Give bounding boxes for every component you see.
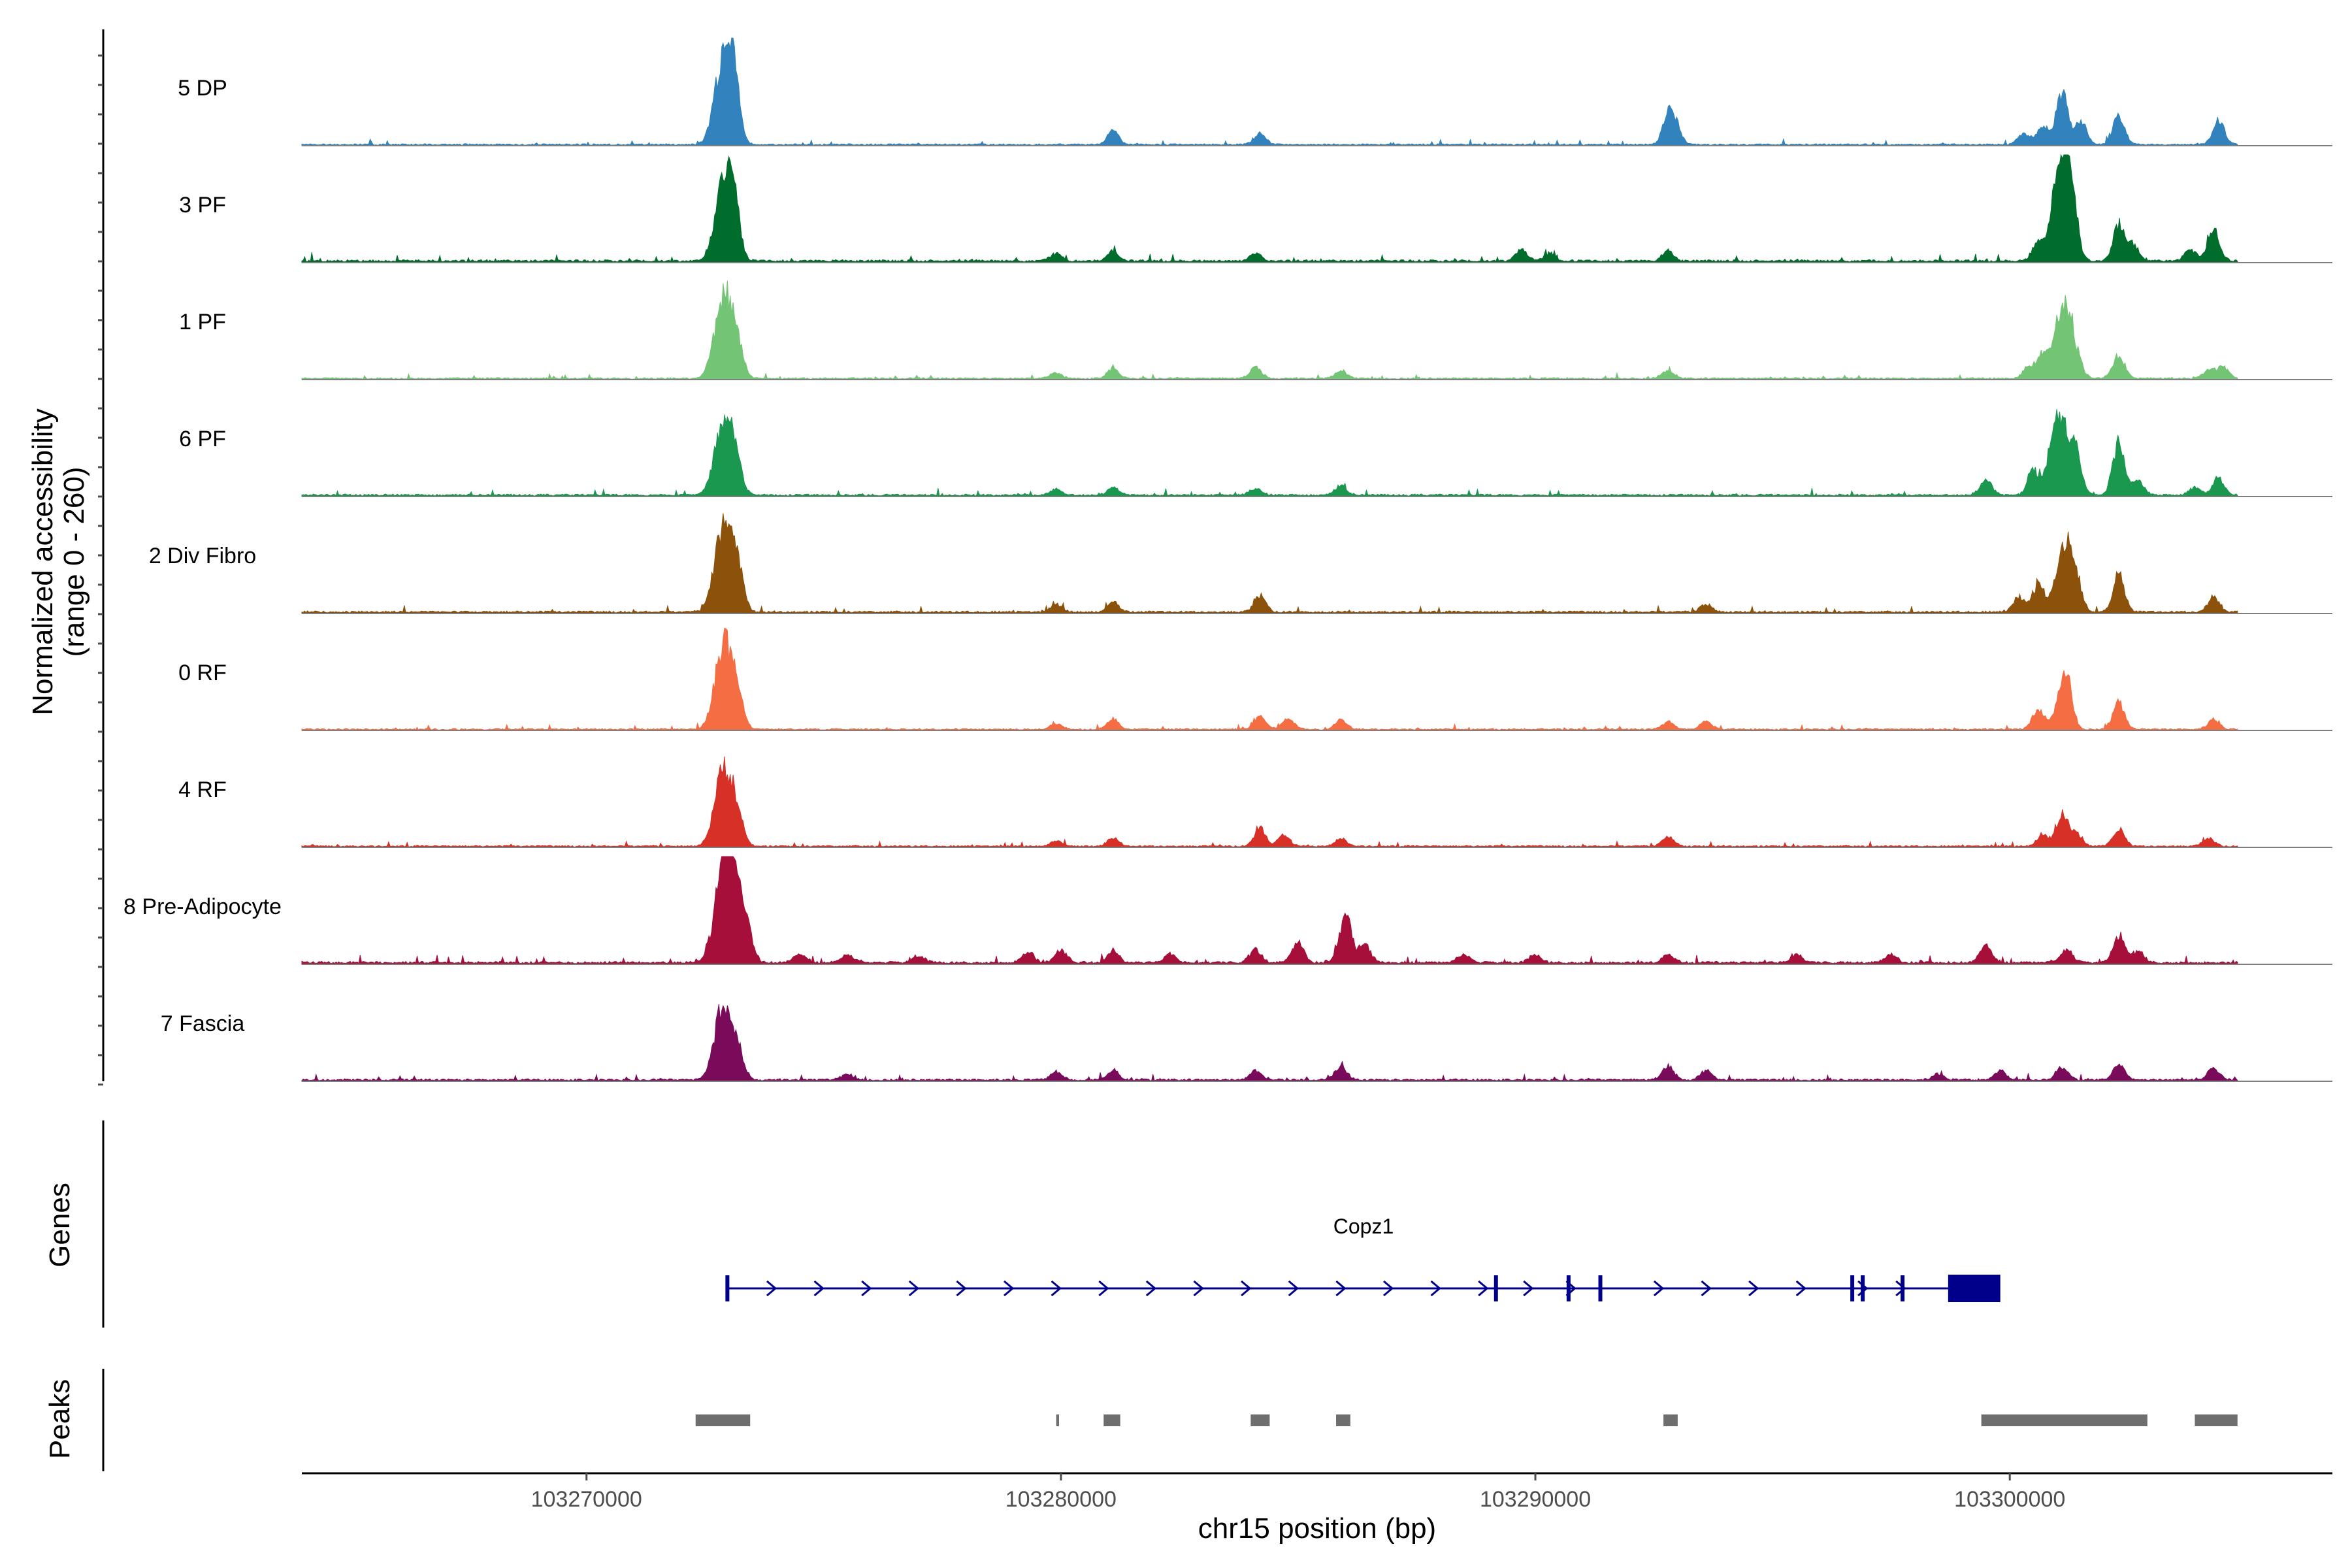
- gene-exon: [1494, 1275, 1498, 1301]
- genes-track-title: Genes: [44, 1183, 76, 1267]
- gene-exon: [1901, 1275, 1905, 1301]
- gene-exon: [725, 1275, 730, 1301]
- peak-region: [1056, 1414, 1059, 1426]
- y-axis-title-line2: (range 0 - 260): [58, 466, 90, 657]
- x-tick-label: 103290000: [1480, 1487, 1591, 1512]
- coverage-y-ticks: [98, 54, 103, 1086]
- track-0-rf: 0 RF: [178, 627, 2332, 731]
- track-4-rf: 4 RF: [178, 756, 2332, 848]
- gene-strand-arrow: [908, 1280, 920, 1297]
- gene-strand-arrow: [766, 1280, 777, 1297]
- track-label: 0 RF: [178, 661, 227, 685]
- gene-strand-arrow: [861, 1280, 872, 1297]
- coverage-area: [301, 627, 2238, 731]
- gene-strand-arrow: [1004, 1280, 1015, 1297]
- track-label: 5 DP: [178, 76, 227, 101]
- track-label: 1 PF: [179, 310, 226, 335]
- x-tick-label: 103300000: [1954, 1487, 2065, 1512]
- track-5-dp: 5 DP: [178, 37, 2332, 146]
- gene-strand-arrow: [1478, 1280, 1489, 1297]
- gene-strand-arrow: [1523, 1280, 1534, 1297]
- track-7-fascia: 7 Fascia: [161, 1004, 2332, 1082]
- coverage-area: [301, 280, 2238, 380]
- track-label: 8 Pre-Adipocyte: [123, 894, 282, 919]
- track-label: 6 PF: [179, 427, 226, 451]
- track-1-pf: 1 PF: [179, 280, 2332, 380]
- track-8-pre-adipocyte: 8 Pre-Adipocyte: [123, 856, 2332, 965]
- track-label: 7 Fascia: [161, 1011, 245, 1036]
- coverage-area: [301, 756, 2238, 848]
- gene-strand-arrow: [1895, 1280, 1906, 1297]
- gene-strand-arrow: [1193, 1280, 1204, 1297]
- track-6-pf: 6 PF: [179, 409, 2332, 497]
- coverage-tracks: 5 DP 3 PF 1 PF 6 PF 2 Div Fibro 0 RF 4 RF 8 Pre…: [123, 37, 2332, 1082]
- genes-track-title-group: Genes: [44, 1183, 76, 1267]
- track-2-div-fibro: 2 Div Fibro: [149, 513, 2332, 614]
- gene-exon-block: [1948, 1275, 2001, 1302]
- coverage-area: [301, 409, 2238, 497]
- coverage-area: [301, 856, 2238, 965]
- peak-region: [695, 1414, 751, 1426]
- gene-strand-arrow: [956, 1280, 967, 1297]
- y-axis-title: Normalized accessibility (range 0 - 260): [27, 408, 90, 715]
- gene-strand-arrow: [1241, 1280, 1252, 1297]
- gene-strand-arrow: [1335, 1280, 1347, 1297]
- peak-region: [1336, 1414, 1350, 1426]
- coverage-area: [301, 1004, 2238, 1082]
- peak-region: [1981, 1414, 2148, 1426]
- coverage-area: [301, 37, 2238, 146]
- gene-strand-arrow: [1382, 1280, 1394, 1297]
- peak-track: [695, 1414, 2238, 1426]
- peaks-track-title: Peaks: [44, 1379, 76, 1459]
- peak-region: [2195, 1414, 2238, 1426]
- gene-exon: [1598, 1275, 1603, 1301]
- gene-exon: [1566, 1275, 1571, 1301]
- gene-exon: [1850, 1275, 1855, 1301]
- peak-region: [1103, 1414, 1120, 1426]
- y-axis-title-line1: Normalized accessibility: [27, 408, 59, 715]
- peaks-track-title-group: Peaks: [44, 1379, 76, 1459]
- x-axis-title: chr15 position (bp): [1198, 1512, 1436, 1544]
- x-axis-ticks: 103270000 103280000 103290000 103300000: [531, 1473, 2065, 1512]
- gene-strand-arrow: [1795, 1280, 1807, 1297]
- x-tick-label: 103280000: [1005, 1487, 1117, 1512]
- gene-strand-arrow: [1145, 1280, 1157, 1297]
- gene-strand-arrow: [1430, 1280, 1441, 1297]
- gene-strand-arrow: [1653, 1280, 1665, 1297]
- gene-strand-arrow: [1051, 1280, 1062, 1297]
- coverage-area: [301, 154, 2238, 263]
- track-label: 3 PF: [179, 193, 226, 218]
- gene-track: Copz1: [725, 1215, 2001, 1302]
- track-3-pf: 3 PF: [179, 154, 2332, 263]
- gene-label-copz1: Copz1: [1333, 1215, 1394, 1238]
- gene-strand-arrow: [1748, 1280, 1759, 1297]
- track-label: 2 Div Fibro: [149, 544, 256, 568]
- gene-exon: [1861, 1275, 1865, 1301]
- gene-strand-arrow: [813, 1280, 825, 1297]
- coverage-area: [301, 513, 2238, 614]
- peak-region: [1663, 1414, 1678, 1426]
- gene-strand-arrow: [1701, 1280, 1712, 1297]
- track-label: 4 RF: [178, 777, 227, 802]
- gene-strand-arrow: [1098, 1280, 1109, 1297]
- peak-region: [1250, 1414, 1270, 1426]
- x-tick-label: 103270000: [531, 1487, 642, 1512]
- gene-strand-arrow: [1288, 1280, 1299, 1297]
